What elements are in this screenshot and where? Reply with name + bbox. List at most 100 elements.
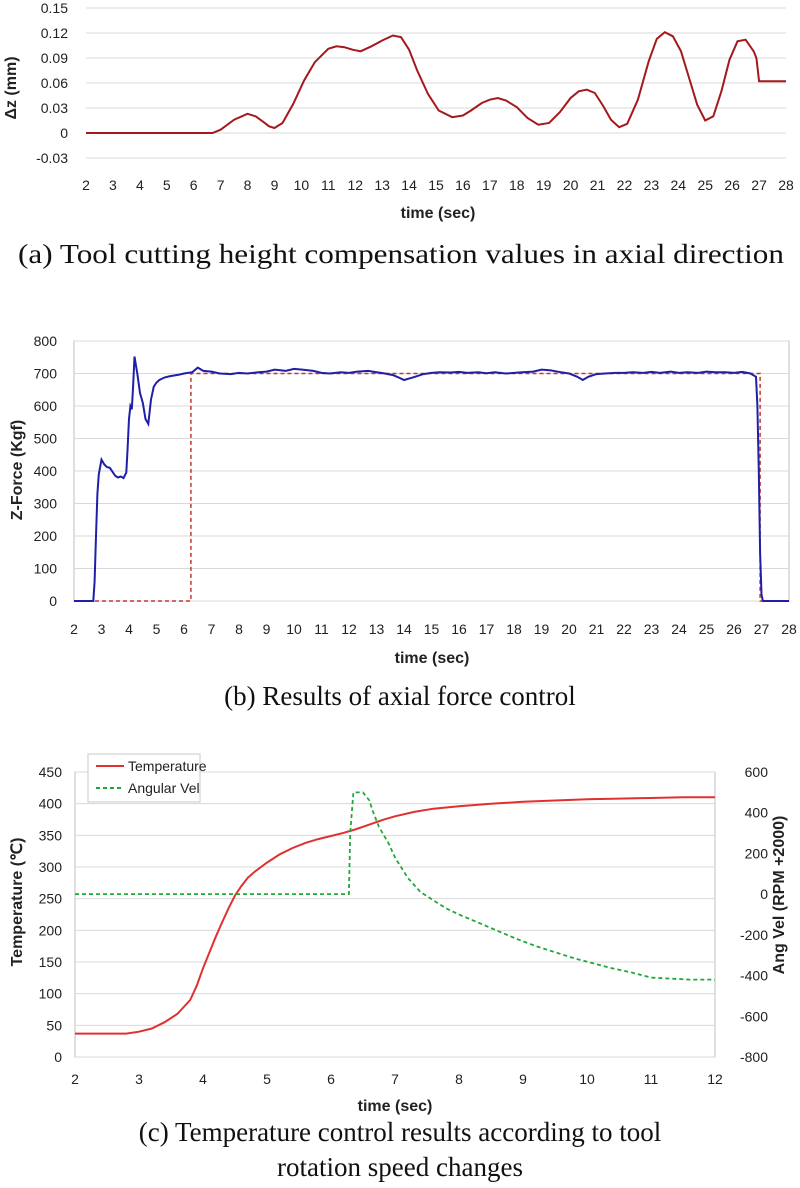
legend-angular-vel-label: Angular Vel xyxy=(128,780,200,796)
x-tick-label: 18 xyxy=(509,177,525,193)
y2-tick-label: 200 xyxy=(745,845,769,861)
x-tick-label: 6 xyxy=(190,177,198,193)
x-tick-label: 11 xyxy=(314,621,329,637)
y-tick-label: 400 xyxy=(39,796,63,812)
panel-c-y-ticks: 0 50 100 150 200 250 300 350 400 450 xyxy=(39,764,63,1065)
x-tick-label: 26 xyxy=(724,177,740,193)
panel-c-x-ticks: 2 3 4 5 6 7 8 9 10 11 12 xyxy=(71,1071,723,1087)
panel-c-y-axis-label: Temperature (℃) xyxy=(9,838,26,967)
panel-b-y-ticks: 0 100 200 300 400 500 600 700 800 xyxy=(34,333,58,609)
x-tick-label: 19 xyxy=(534,621,550,637)
x-tick-label: 5 xyxy=(153,621,161,637)
panel-b-caption: (b) Results of axial force control xyxy=(224,681,576,711)
panel-b-reference-line xyxy=(74,372,789,602)
temperature-line xyxy=(75,796,715,1035)
y-tick-label: 150 xyxy=(39,954,63,970)
x-tick-label: 12 xyxy=(341,621,357,637)
legend-box xyxy=(87,753,201,803)
y-tick-label: 350 xyxy=(39,827,63,843)
x-tick-label: 5 xyxy=(163,177,171,193)
angular-vel-line xyxy=(75,791,715,981)
panel-c-x-axis-label: time (sec) xyxy=(358,1098,433,1115)
x-tick-label: 25 xyxy=(699,621,715,637)
x-tick-label: 28 xyxy=(778,177,794,193)
y-tick-label: 200 xyxy=(39,922,63,938)
x-tick-label: 27 xyxy=(751,177,767,193)
x-tick-label: 13 xyxy=(369,621,385,637)
y-tick-label: -0.03 xyxy=(36,150,68,166)
y2-tick-label: -400 xyxy=(740,968,768,984)
y-tick-label: 450 xyxy=(39,764,63,780)
x-tick-label: 14 xyxy=(401,177,417,193)
panel-c-plot-border xyxy=(75,730,715,731)
y2-tick-label: -600 xyxy=(740,1008,768,1024)
x-tick-label: 9 xyxy=(519,1071,527,1087)
x-tick-label: 3 xyxy=(98,621,106,637)
y-tick-label: 500 xyxy=(34,431,58,447)
x-tick-label: 15 xyxy=(428,177,444,193)
x-tick-label: 13 xyxy=(374,177,390,193)
x-tick-label: 17 xyxy=(479,621,495,637)
x-tick-label: 6 xyxy=(180,621,188,637)
x-tick-label: 6 xyxy=(327,1071,335,1087)
x-tick-label: 2 xyxy=(70,621,78,637)
x-tick-label: 21 xyxy=(590,177,606,193)
x-tick-label: 8 xyxy=(244,177,252,193)
x-tick-label: 16 xyxy=(451,621,467,637)
y-tick-label: 400 xyxy=(34,463,58,479)
panel-c-series xyxy=(75,791,715,1035)
x-tick-label: 17 xyxy=(482,177,498,193)
y-tick-label: 100 xyxy=(34,561,58,577)
panel-b-x-ticks: 2 3 4 5 6 7 8 9 10 11 12 13 14 15 16 17 18 19 20 21 22 23 24 25… xyxy=(70,621,797,637)
y-tick-label: 0 xyxy=(54,1049,62,1065)
x-tick-label: 26 xyxy=(726,621,742,637)
y2-tick-label: -200 xyxy=(740,927,768,943)
x-tick-label: 15 xyxy=(424,621,440,637)
y-tick-label: 600 xyxy=(34,398,58,414)
x-tick-label: 14 xyxy=(396,621,412,637)
x-tick-label: 23 xyxy=(644,177,660,193)
panel-a-y-axis-label: Δz (mm) xyxy=(3,56,20,119)
x-tick-label: 4 xyxy=(125,621,133,637)
panel-b-x-axis-label: time (sec) xyxy=(395,650,470,667)
panel-b-series xyxy=(74,356,789,602)
x-tick-label: 5 xyxy=(263,1071,271,1087)
x-tick-label: 18 xyxy=(506,621,522,637)
y-tick-label: 0.06 xyxy=(41,75,68,91)
y-tick-label: 700 xyxy=(34,366,58,382)
panel-c-y2-axis-label: Ang Vel (RPM +2000) xyxy=(771,816,788,975)
x-tick-label: 4 xyxy=(199,1071,207,1087)
x-tick-label: 11 xyxy=(644,1071,659,1087)
x-tick-label: 10 xyxy=(579,1071,595,1087)
x-tick-label: 8 xyxy=(235,621,243,637)
y-tick-label: 300 xyxy=(39,859,63,875)
x-tick-label: 23 xyxy=(644,621,660,637)
x-tick-label: 24 xyxy=(671,621,687,637)
y-tick-label: 0.09 xyxy=(41,50,68,66)
x-tick-label: 20 xyxy=(561,621,577,637)
x-tick-label: 8 xyxy=(455,1071,463,1087)
panel-c-gridlines xyxy=(74,771,716,1058)
x-tick-label: 24 xyxy=(671,177,687,193)
x-tick-label: 21 xyxy=(589,621,605,637)
x-tick-label: 3 xyxy=(135,1071,143,1087)
y-tick-label: 0 xyxy=(60,125,68,141)
y2-tick-label: 600 xyxy=(745,764,769,780)
x-tick-label: 7 xyxy=(391,1071,399,1087)
panel-a-x-ticks: 2 3 4 5 6 7 8 9 10 11 12 13 14 15 16 17 18 19 20 21 22 23 24 25… xyxy=(82,177,794,193)
y-tick-label: 0.15 xyxy=(41,0,68,16)
y-tick-label: 800 xyxy=(34,333,58,349)
x-tick-label: 12 xyxy=(707,1071,723,1087)
x-tick-label: 12 xyxy=(347,177,363,193)
x-tick-label: 9 xyxy=(263,621,271,637)
panel-a-x-axis-label: time (sec) xyxy=(401,205,476,222)
panel-a-gridlines xyxy=(86,7,786,159)
x-tick-label: 27 xyxy=(754,621,770,637)
panel-a-y-ticks: -0.03 0 0.03 0.06 0.09 0.12 0.15 xyxy=(36,0,68,166)
x-tick-label: 19 xyxy=(536,177,552,193)
x-tick-label: 20 xyxy=(563,177,579,193)
